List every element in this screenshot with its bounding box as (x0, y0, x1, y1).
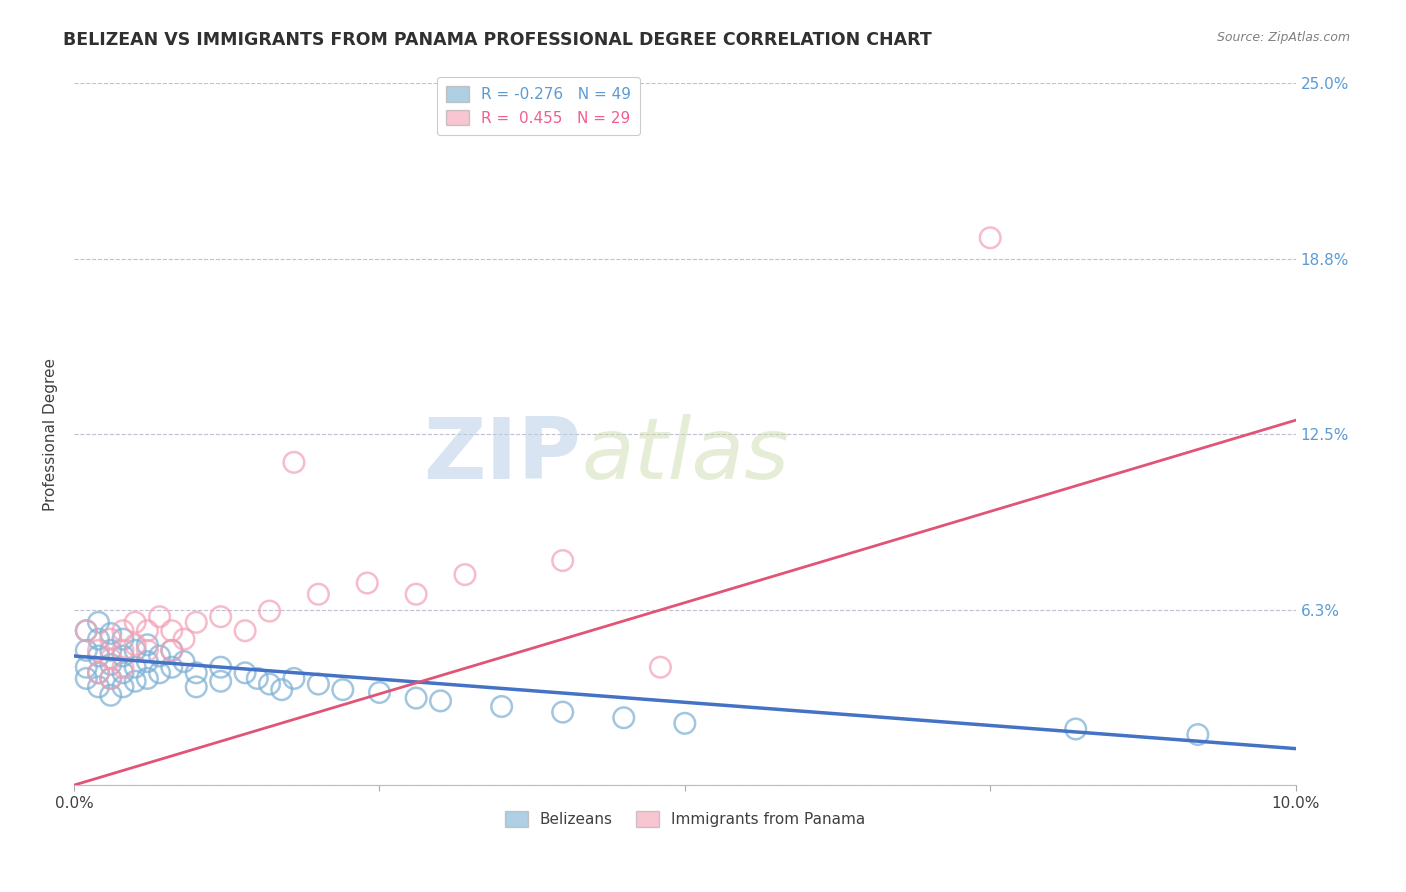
Point (160, 643, 183, 657)
Point (259, 677, 281, 691)
Point (650, 660, 672, 674)
Point (111, 680, 134, 694)
Point (149, 665, 172, 680)
Text: atlas: atlas (581, 414, 789, 497)
Point (283, 455, 305, 469)
Y-axis label: Professional Degree: Professional Degree (44, 358, 58, 511)
Point (100, 672, 122, 686)
Point (87, 665, 110, 680)
Point (454, 567, 477, 582)
Point (186, 665, 208, 680)
Point (307, 587, 329, 601)
Point (75, 643, 97, 657)
Point (368, 685, 391, 699)
Point (111, 648, 134, 663)
Point (259, 604, 281, 618)
Point (136, 638, 159, 652)
Point (111, 632, 134, 647)
Point (979, 231, 1001, 245)
Point (283, 672, 305, 686)
Point (100, 643, 122, 657)
Point (160, 643, 183, 657)
Point (270, 682, 292, 697)
Point (429, 694, 451, 708)
Point (87, 615, 110, 630)
Point (136, 624, 159, 638)
Point (551, 705, 574, 719)
Point (111, 624, 134, 638)
Point (405, 587, 427, 601)
Point (87, 643, 110, 657)
Point (124, 660, 146, 674)
Point (186, 615, 208, 630)
Point (160, 660, 183, 674)
Point (111, 660, 134, 674)
Point (356, 576, 378, 591)
Point (136, 643, 159, 657)
Point (75, 672, 97, 686)
Point (233, 665, 256, 680)
Point (186, 680, 208, 694)
Point (124, 638, 146, 652)
Point (209, 674, 232, 689)
Point (209, 660, 232, 674)
Point (87, 632, 110, 647)
Point (551, 553, 574, 567)
Point (100, 657, 122, 672)
Point (491, 699, 513, 714)
Point (673, 716, 696, 731)
Point (136, 655, 159, 669)
Point (111, 643, 134, 657)
Point (124, 674, 146, 689)
Point (87, 680, 110, 694)
Point (332, 682, 354, 697)
Point (613, 711, 636, 725)
Legend: Belizeans, Immigrants from Panama: Belizeans, Immigrants from Panama (499, 805, 872, 834)
Point (1187, 728, 1209, 742)
Point (233, 624, 256, 638)
Text: Source: ZipAtlas.com: Source: ZipAtlas.com (1216, 31, 1350, 45)
Point (149, 609, 172, 624)
Point (100, 652, 122, 666)
Point (160, 624, 183, 638)
Point (149, 648, 172, 663)
Point (124, 643, 146, 657)
Point (124, 615, 146, 630)
Point (87, 665, 110, 680)
Point (307, 677, 329, 691)
Point (75, 624, 97, 638)
Point (100, 672, 122, 686)
Point (173, 655, 195, 669)
Point (173, 632, 195, 647)
Text: BELIZEAN VS IMMIGRANTS FROM PANAMA PROFESSIONAL DEGREE CORRELATION CHART: BELIZEAN VS IMMIGRANTS FROM PANAMA PROFE… (63, 31, 932, 49)
Point (136, 672, 159, 686)
Point (1064, 722, 1087, 736)
Point (75, 624, 97, 638)
Text: ZIP: ZIP (423, 414, 581, 497)
Point (100, 626, 122, 640)
Point (75, 660, 97, 674)
Point (405, 691, 427, 706)
Point (246, 672, 269, 686)
Point (100, 688, 122, 702)
Point (87, 648, 110, 663)
Point (111, 665, 134, 680)
Point (209, 609, 232, 624)
Point (100, 632, 122, 647)
